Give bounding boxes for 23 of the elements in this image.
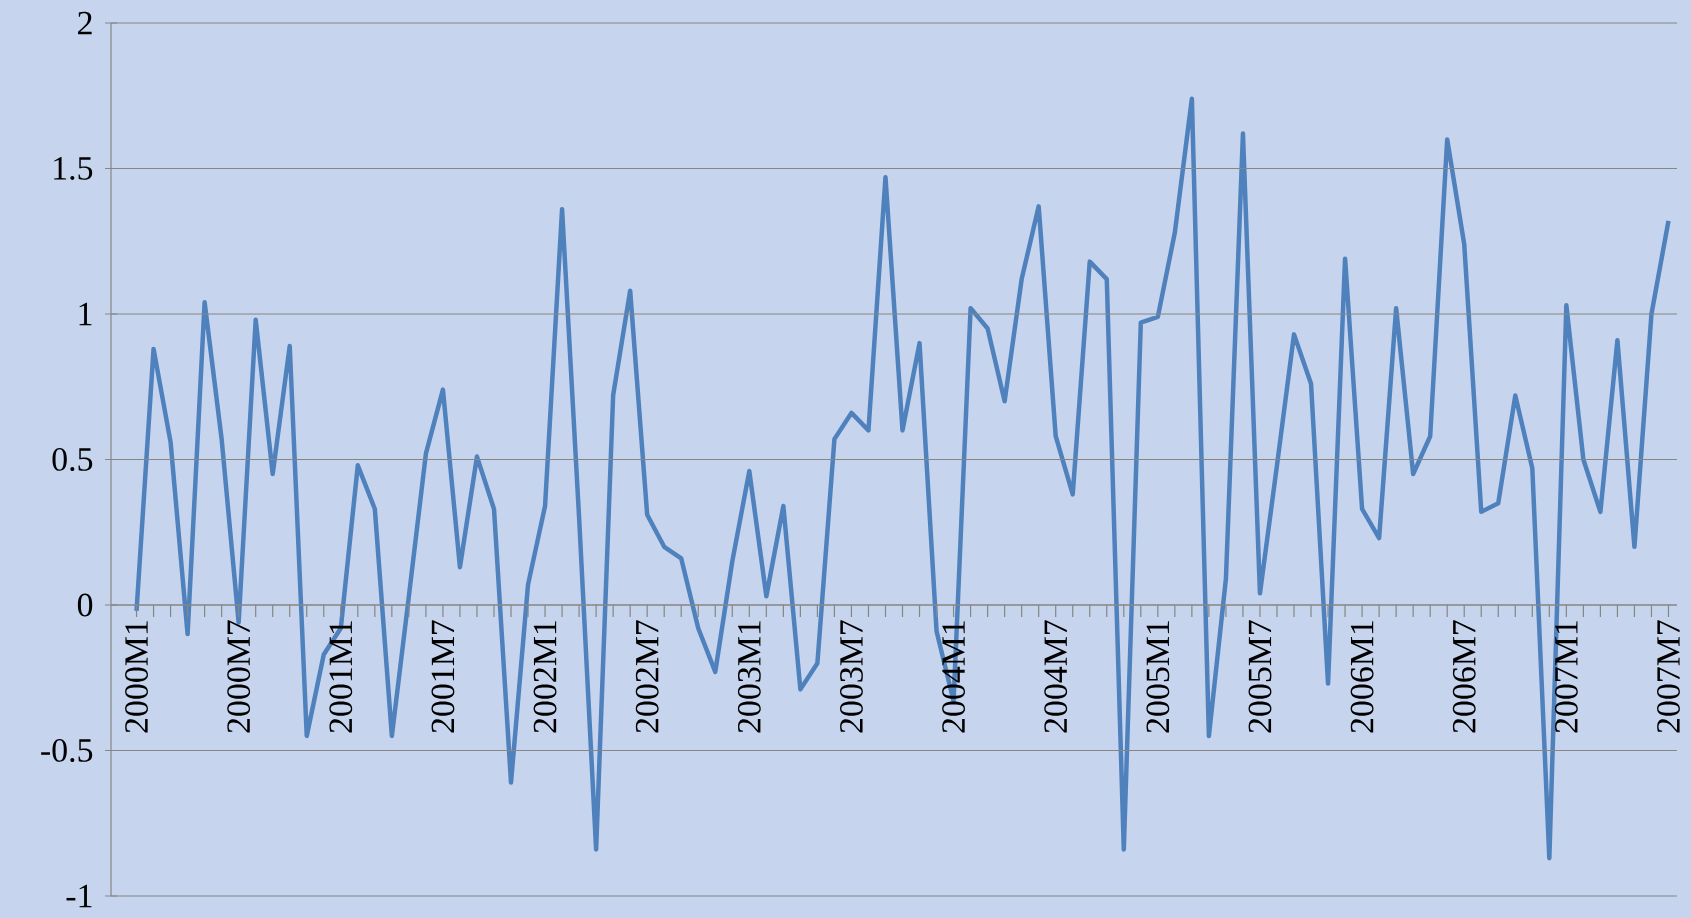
y-tick-label: -0.5 bbox=[41, 738, 93, 763]
x-tick-label: 2006M1 bbox=[1350, 621, 1374, 733]
x-tick-label: 2004M1 bbox=[942, 621, 965, 733]
x-tick-label: 2000M1 bbox=[125, 621, 148, 733]
x-tick-label: 2004M7 bbox=[1044, 620, 1068, 733]
x-tick-label: 2007M7 bbox=[1657, 620, 1680, 733]
x-tick-label: 2003M7 bbox=[840, 620, 863, 733]
x-tick-label: 2005M7 bbox=[1248, 620, 1272, 733]
x-tick-label: 2003M1 bbox=[737, 621, 761, 733]
x-tick-label: 2000M7 bbox=[227, 620, 251, 733]
y-tick-label: 1.5 bbox=[54, 157, 93, 180]
x-tick-label: 2007M1 bbox=[1554, 621, 1578, 733]
x-tick-label: 2001M1 bbox=[329, 621, 353, 733]
x-tick-label: 2002M7 bbox=[635, 620, 659, 733]
y-tick-label: 1 bbox=[79, 302, 92, 326]
y-tick-label: -1 bbox=[66, 884, 92, 908]
x-tick-label: 2001M7 bbox=[431, 620, 455, 733]
y-tick-label: 0 bbox=[77, 593, 93, 617]
y-tick-label: 0.5 bbox=[52, 447, 93, 471]
x-tick-label: 2005M1 bbox=[1146, 621, 1170, 733]
x-tick-label: 2002M1 bbox=[533, 621, 557, 733]
y-tick-label: 2 bbox=[78, 11, 92, 35]
x-tick-label: 2006M7 bbox=[1452, 620, 1476, 733]
